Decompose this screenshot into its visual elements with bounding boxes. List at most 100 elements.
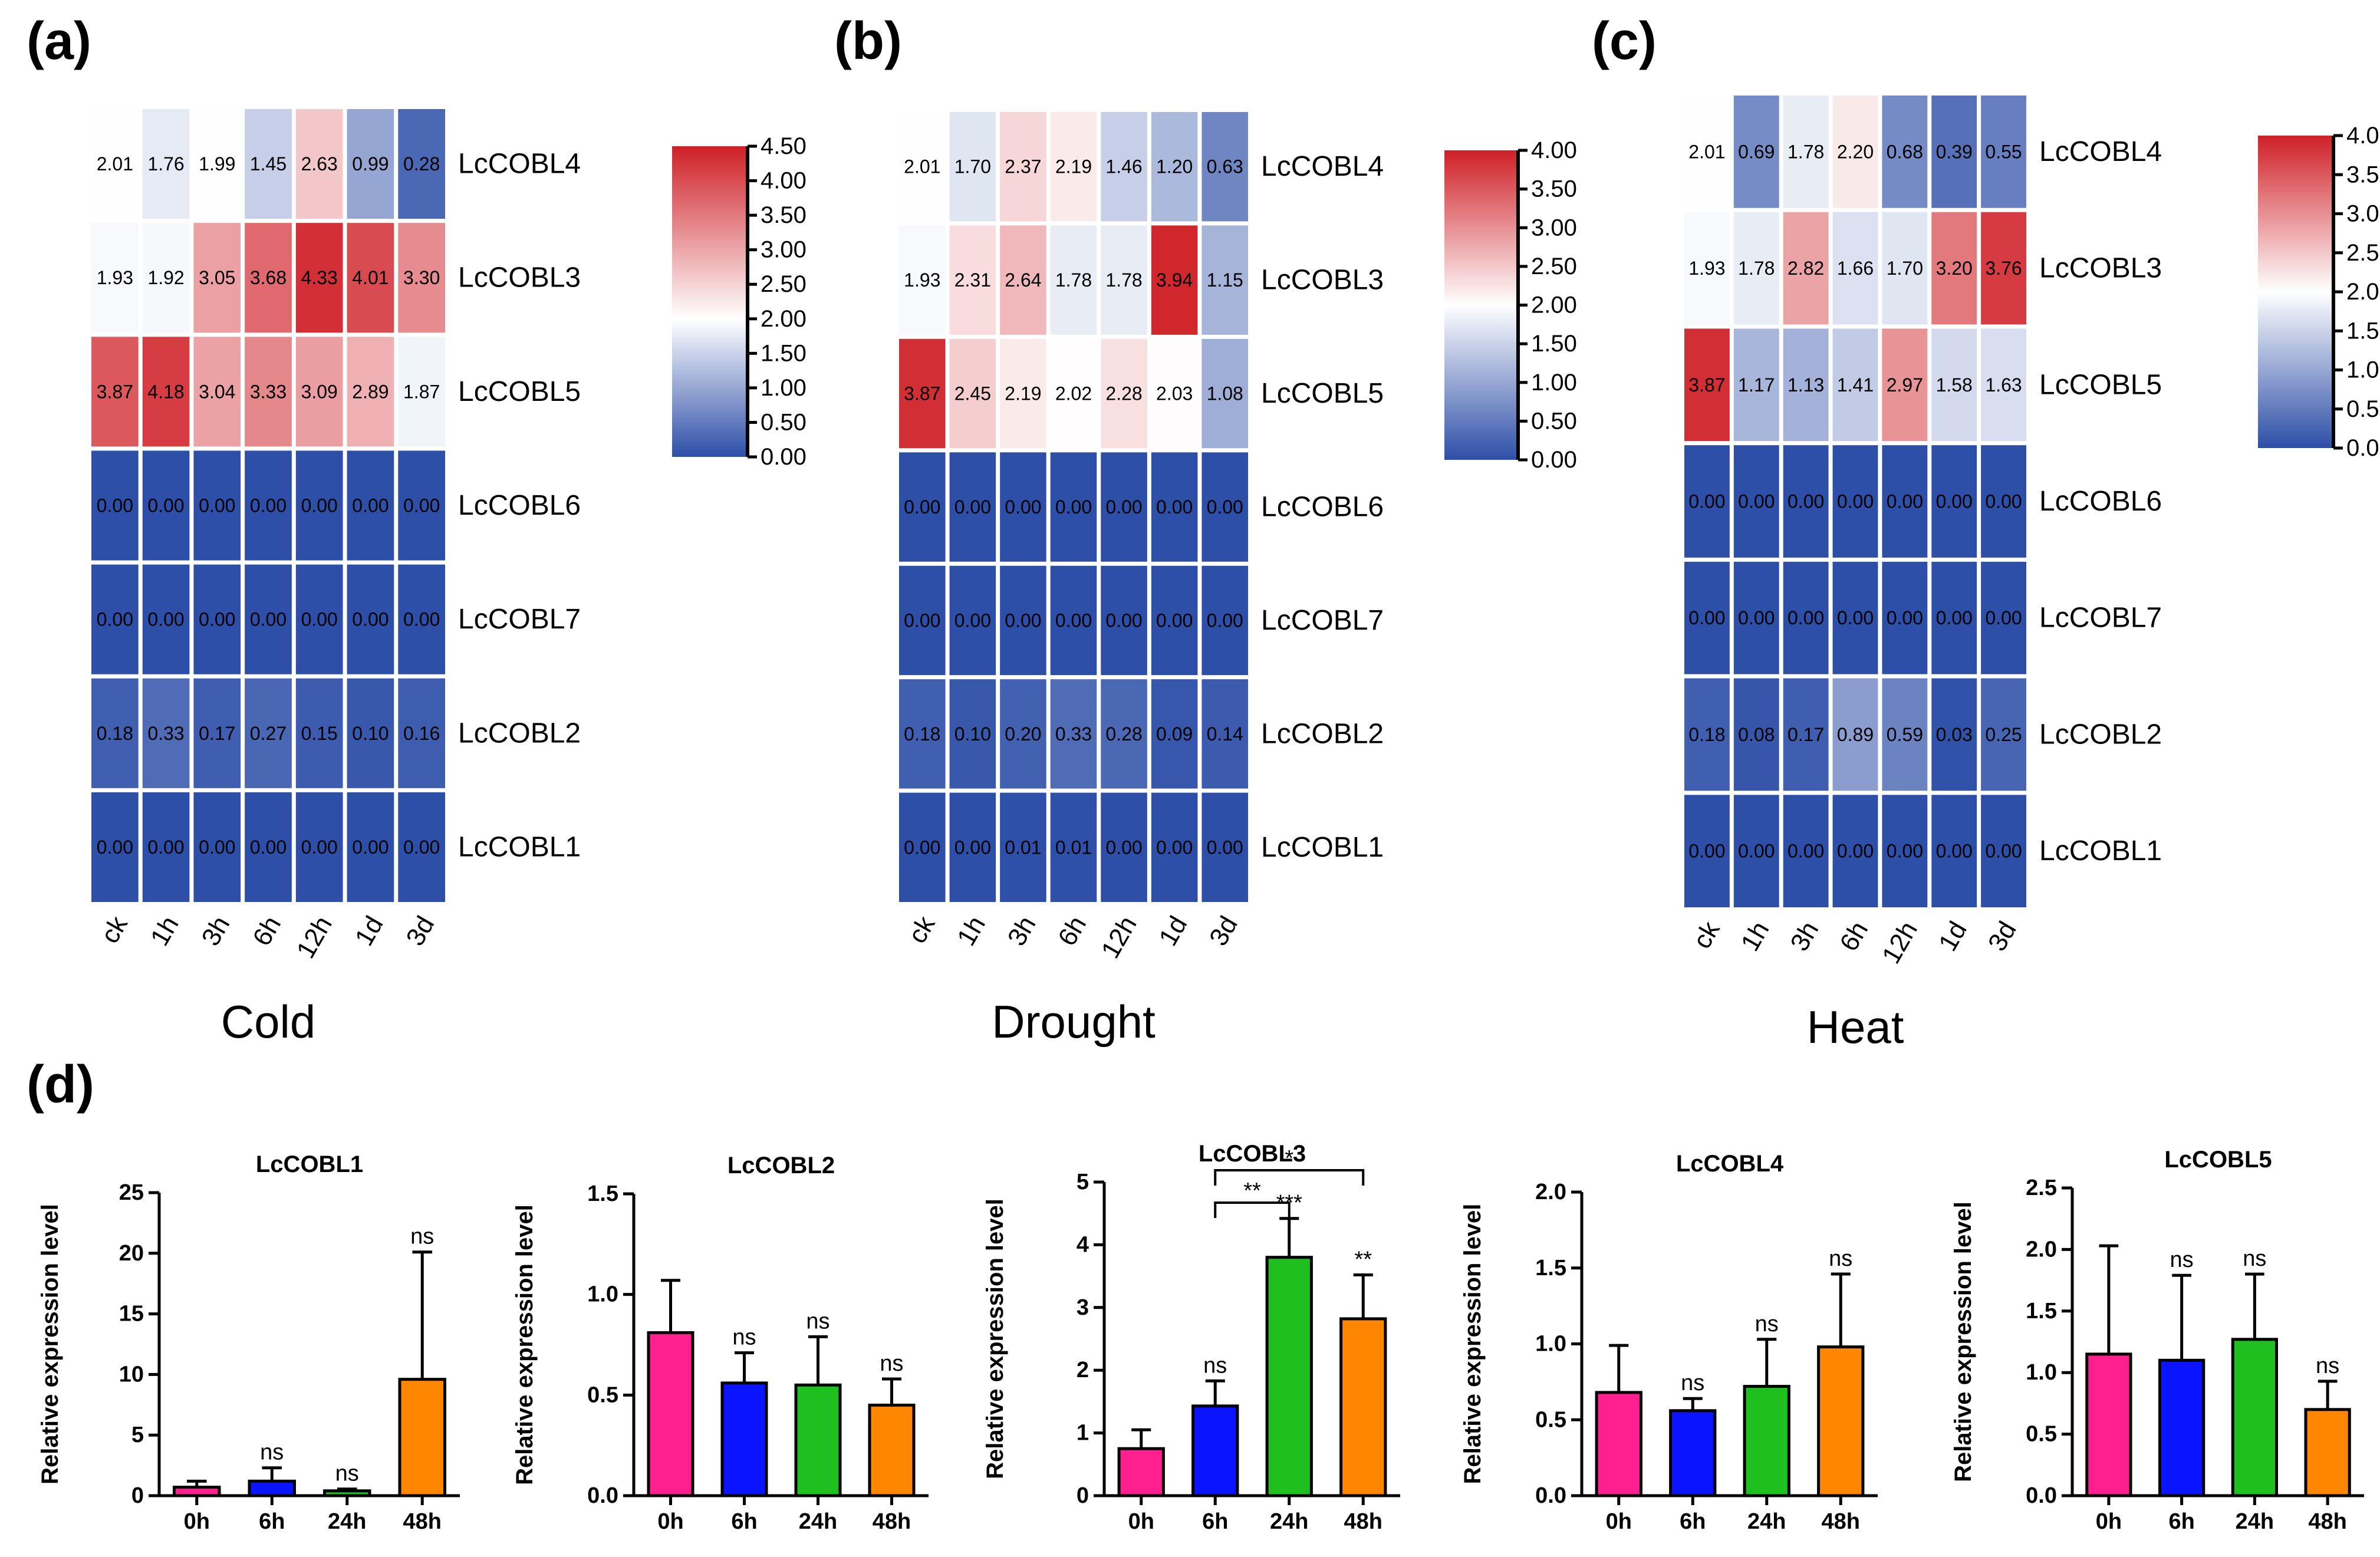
y-axis-label: Relative expression level xyxy=(37,1204,63,1484)
cell-value: 4.18 xyxy=(147,381,184,402)
heatmap-cell xyxy=(949,452,996,562)
bar-chart-title: LcCOBL5 xyxy=(2164,1147,2272,1173)
cell-value: 0.03 xyxy=(1936,724,1973,745)
heatmap-cell xyxy=(245,109,292,219)
cell-value: 3.04 xyxy=(199,381,235,402)
bar xyxy=(1117,1447,1165,1497)
column-label: 3d xyxy=(1983,917,2022,956)
bar xyxy=(794,1383,842,1497)
heatmap-cell xyxy=(1832,328,1878,442)
x-tick-label: 6h xyxy=(259,1509,285,1534)
heatmap-cell xyxy=(1733,328,1779,442)
x-tick-label: 48h xyxy=(403,1509,442,1534)
x-tick-label: 0h xyxy=(657,1509,683,1534)
cell-value: 0.00 xyxy=(1156,837,1193,858)
y-tick-label: 2.0 xyxy=(2026,1237,2057,1262)
significance-label: ns xyxy=(732,1325,756,1350)
panel-label: (d) xyxy=(27,1055,94,1114)
cell-value: 0.68 xyxy=(1887,141,1923,162)
color-scale-tick-label: 1.50 xyxy=(1531,331,1577,357)
cell-value: 0.99 xyxy=(352,153,389,175)
cell-value: 0.00 xyxy=(147,837,184,858)
cell-value: 0.00 xyxy=(1985,491,2022,512)
cell-value: 1.17 xyxy=(1738,374,1775,396)
cell-value: 0.00 xyxy=(904,496,940,518)
heatmap-cell xyxy=(1832,795,1878,907)
heatmap-cell xyxy=(949,792,996,902)
cell-value: 0.18 xyxy=(97,723,133,744)
cell-value: 2.82 xyxy=(1788,258,1824,279)
heatmap-cell xyxy=(1151,679,1198,789)
cell-value: 1.76 xyxy=(147,153,184,175)
y-tick-label: 0.5 xyxy=(587,1382,618,1407)
comparison-bracket xyxy=(1214,1169,1365,1186)
y-tick-label: 0.0 xyxy=(1535,1483,1566,1508)
color-scale-tick-label: 1.50 xyxy=(2346,318,2380,344)
cell-value: 4.33 xyxy=(301,267,338,288)
heatmap-cell xyxy=(1684,795,1730,907)
heatmap-cell xyxy=(398,792,445,902)
heatmap-cell xyxy=(1101,792,1147,902)
cell-value: 1.46 xyxy=(1105,156,1142,177)
heatmap-cell xyxy=(1684,678,1730,791)
color-scale-tick-label: 1.00 xyxy=(761,375,806,401)
heatmap-title: Heat xyxy=(1807,1001,1904,1053)
significance-label: ns xyxy=(1203,1353,1227,1378)
x-tick-label: 6h xyxy=(1680,1509,1706,1534)
row-label: LcCOBL1 xyxy=(2039,835,2162,867)
heatmap-cell xyxy=(1733,561,1779,674)
cell-value: 0.00 xyxy=(1936,491,1973,512)
heatmap-cell xyxy=(1981,678,2026,791)
cell-value: 3.76 xyxy=(1985,258,2022,279)
heatmap-cell xyxy=(142,564,190,674)
cell-value: 2.20 xyxy=(1837,141,1874,162)
panel-label: (c) xyxy=(1592,12,1657,71)
y-tick-label: 0 xyxy=(1077,1483,1089,1508)
column-label: ck xyxy=(96,911,134,948)
row-label: LcCOBL3 xyxy=(1261,265,1384,296)
cell-value: 0.00 xyxy=(403,609,440,630)
bar xyxy=(1595,1391,1642,1497)
bar-chart-lccobl1: (d) LcCOBL1 Relative expression level 0 5 10 1… xyxy=(27,1055,460,1534)
row-label: LcCOBL7 xyxy=(458,604,581,635)
cell-value: 0.00 xyxy=(1738,841,1775,862)
cell-value: 0.39 xyxy=(1936,141,1973,162)
cell-value: 1.15 xyxy=(1207,269,1243,291)
heatmap-cell xyxy=(1882,795,1928,907)
cell-value: 2.19 xyxy=(1055,156,1092,177)
heatmap-cell xyxy=(245,450,292,561)
y-tick-label: 25 xyxy=(119,1180,144,1205)
heatmap-cell xyxy=(1882,445,1928,558)
cell-value: 0.00 xyxy=(954,610,991,631)
cell-value: 0.00 xyxy=(1688,607,1725,628)
heatmap-cell xyxy=(295,792,343,902)
cell-value: 2.37 xyxy=(1005,156,1041,177)
x-tick-label: 6h xyxy=(1202,1509,1228,1534)
bar xyxy=(2304,1408,2351,1497)
cell-value: 0.00 xyxy=(147,609,184,630)
heatmap-cell xyxy=(91,564,139,674)
cell-value: 0.00 xyxy=(352,609,389,630)
heatmap-cell xyxy=(142,678,190,788)
cell-value: 0.00 xyxy=(1788,841,1824,862)
cell-value: 3.68 xyxy=(250,267,287,288)
cell-value: 0.00 xyxy=(1837,607,1874,628)
row-label: LcCOBL1 xyxy=(1261,832,1384,863)
cell-value: 1.92 xyxy=(147,267,184,288)
y-tick-label: 0.0 xyxy=(587,1483,618,1508)
cell-value: 3.87 xyxy=(904,383,940,404)
bar xyxy=(2231,1338,2278,1497)
heatmap-cell xyxy=(91,792,139,902)
y-tick-label: 10 xyxy=(119,1362,144,1387)
color-scale-tick-label: 4.00 xyxy=(2346,123,2380,149)
cell-value: 0.00 xyxy=(250,495,287,516)
color-scale-tick-label: 0.50 xyxy=(1531,408,1577,434)
cell-value: 0.00 xyxy=(904,837,940,858)
y-axis-label: Relative expression level xyxy=(982,1199,1008,1479)
cell-value: 0.00 xyxy=(147,495,184,516)
heatmap-cell xyxy=(142,450,190,561)
heatmap-cell xyxy=(193,564,241,674)
significance-label: ns xyxy=(1755,1312,1779,1337)
heatmap-cell xyxy=(1931,328,1977,442)
heatmap-cell xyxy=(1050,112,1097,222)
